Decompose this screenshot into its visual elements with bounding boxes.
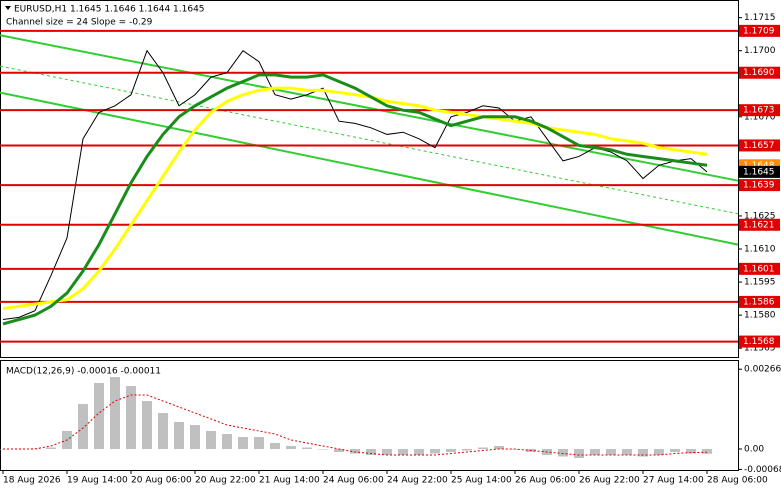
x-tick-label: 25 Aug 14:00 bbox=[451, 476, 512, 486]
macd-bar bbox=[638, 449, 648, 457]
macd-pane-frame bbox=[0, 360, 739, 471]
macd-bar bbox=[670, 449, 680, 452]
y-tick-label: 1.1595 bbox=[744, 278, 776, 288]
macd-bar bbox=[190, 425, 200, 449]
price-label: 1.1645 bbox=[743, 167, 775, 177]
y-tick-label: 1.1610 bbox=[744, 245, 776, 255]
signal-line bbox=[3, 394, 708, 456]
channel-line bbox=[0, 34, 739, 182]
x-tick-label: 24 Aug 06:00 bbox=[323, 476, 384, 486]
macd-bar bbox=[574, 449, 584, 458]
price-line bbox=[2, 49, 708, 321]
price-label: 1.1648 bbox=[743, 161, 775, 171]
macd-title: MACD(12,26,9) -0.00016 -0.00011 bbox=[6, 367, 161, 377]
macd-bar bbox=[686, 449, 696, 454]
x-tick-label: 20 Aug 06:00 bbox=[131, 476, 192, 486]
macd-bar bbox=[46, 447, 56, 449]
level-label-box bbox=[739, 104, 780, 117]
level-label-box bbox=[739, 295, 780, 308]
macd-bar bbox=[286, 446, 296, 449]
macd-bar bbox=[302, 447, 312, 449]
macd-bar bbox=[238, 437, 248, 449]
x-tick-label: 24 Aug 22:00 bbox=[387, 476, 448, 486]
level-label-box bbox=[739, 335, 780, 348]
level-label: 1.1568 bbox=[743, 337, 775, 347]
x-tick-label: 20 Aug 22:00 bbox=[195, 476, 256, 486]
macd-bar bbox=[270, 443, 280, 449]
channel-line bbox=[0, 91, 739, 246]
macd-bar bbox=[398, 449, 408, 455]
macd-bar bbox=[558, 449, 568, 457]
y-tick-label: 1.1670 bbox=[744, 112, 776, 122]
moving-average bbox=[2, 86, 708, 311]
level-label-box bbox=[739, 66, 780, 79]
level-label: 1.1639 bbox=[743, 181, 775, 191]
macd-bar bbox=[94, 383, 104, 449]
chart-title: EURUSD,H1 1.1645 1.1646 1.1644 1.1645 bbox=[14, 5, 205, 15]
level-label-box bbox=[739, 262, 780, 275]
x-tick-label: 19 Aug 14:00 bbox=[67, 476, 128, 486]
level-label: 1.1621 bbox=[743, 220, 775, 230]
macd-bar bbox=[606, 449, 616, 455]
price-label-box bbox=[739, 165, 780, 178]
y-tick-label: 1.1700 bbox=[744, 46, 776, 56]
x-tick-label: 28 Aug 06:00 bbox=[707, 476, 768, 486]
macd-bar bbox=[174, 422, 184, 449]
macd-bar bbox=[158, 413, 168, 449]
macd-bar bbox=[78, 404, 88, 449]
y-tick-label: 0.00 bbox=[744, 445, 764, 455]
moving-average bbox=[2, 73, 708, 326]
level-label: 1.1586 bbox=[743, 297, 775, 307]
macd-bar bbox=[462, 449, 472, 451]
y-tick-label: 1.1715 bbox=[744, 13, 776, 23]
macd-bar bbox=[430, 449, 440, 454]
macd-bar bbox=[254, 437, 264, 449]
level-label-box bbox=[739, 218, 780, 231]
macd-bar bbox=[206, 431, 216, 449]
y-tick-label: -0.00068 bbox=[744, 465, 781, 475]
macd-bar bbox=[494, 446, 504, 449]
x-tick-label: 18 Aug 2026 bbox=[3, 476, 61, 486]
x-tick-label: 27 Aug 14:00 bbox=[643, 476, 704, 486]
level-label: 1.1657 bbox=[743, 141, 775, 151]
level-label: 1.1709 bbox=[743, 26, 775, 36]
macd-bar bbox=[318, 449, 328, 450]
macd-bar bbox=[622, 449, 632, 455]
y-tick-label: 1.1625 bbox=[744, 211, 776, 221]
y-tick-label: 1.1565 bbox=[744, 344, 776, 354]
level-label-box bbox=[739, 179, 780, 192]
level-label: 1.1601 bbox=[743, 264, 775, 274]
menu-arrow bbox=[5, 6, 11, 10]
macd-bar bbox=[414, 449, 424, 455]
x-tick-label: 26 Aug 06:00 bbox=[515, 476, 576, 486]
level-label-box bbox=[739, 139, 780, 152]
macd-bar bbox=[654, 449, 664, 455]
chart-subtitle: Channel size = 24 Slope = -0.29 bbox=[6, 18, 153, 28]
y-tick-label: 0.00266 bbox=[744, 365, 781, 375]
level-label: 1.1690 bbox=[743, 68, 775, 78]
x-tick-label: 21 Aug 14:00 bbox=[259, 476, 320, 486]
macd-bar bbox=[222, 434, 232, 449]
y-tick-label: 1.1580 bbox=[744, 311, 776, 321]
macd-bar bbox=[590, 449, 600, 455]
x-tick-label: 26 Aug 22:00 bbox=[579, 476, 640, 486]
macd-bar bbox=[334, 449, 344, 452]
macd-bar bbox=[478, 447, 488, 449]
level-label: 1.1673 bbox=[743, 106, 775, 116]
macd-bar bbox=[702, 449, 712, 454]
macd-bar bbox=[126, 386, 136, 449]
macd-bar bbox=[366, 449, 376, 455]
macd-bar bbox=[110, 377, 120, 449]
macd-bar bbox=[350, 449, 360, 454]
main-pane-frame bbox=[0, 0, 739, 358]
macd-bar bbox=[446, 449, 456, 452]
macd-bar bbox=[382, 449, 392, 455]
macd-bar bbox=[142, 401, 152, 449]
level-label-box bbox=[739, 24, 780, 37]
